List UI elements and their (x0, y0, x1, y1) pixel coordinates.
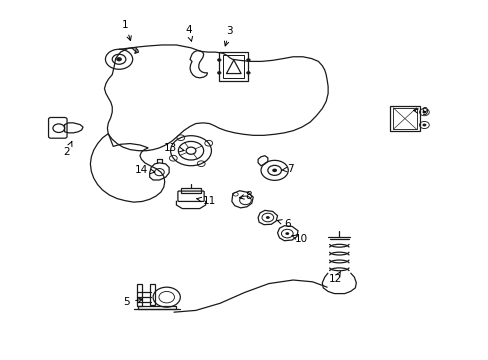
Text: 4: 4 (185, 25, 192, 41)
Bar (389, 106, 419, 131)
Text: 10: 10 (291, 234, 308, 244)
Bar (219, 52, 248, 81)
Bar (136, 284, 142, 306)
Bar (181, 188, 201, 193)
Text: 12: 12 (328, 271, 342, 284)
Bar (223, 55, 244, 78)
Text: 7: 7 (281, 164, 293, 174)
Circle shape (422, 123, 426, 126)
Text: 1: 1 (122, 19, 131, 41)
Text: 13: 13 (163, 143, 184, 153)
Text: 3: 3 (224, 26, 233, 46)
Text: 2: 2 (63, 141, 72, 157)
Text: 6: 6 (277, 219, 290, 229)
Bar (392, 108, 416, 129)
Circle shape (217, 71, 221, 74)
Text: 9: 9 (413, 107, 427, 117)
Circle shape (246, 59, 250, 62)
Text: 14: 14 (135, 165, 155, 175)
Circle shape (265, 216, 269, 219)
Circle shape (285, 232, 288, 235)
Text: 5: 5 (123, 297, 142, 307)
Bar (150, 284, 155, 305)
Circle shape (422, 111, 426, 113)
Circle shape (246, 71, 250, 74)
Circle shape (272, 168, 277, 172)
Circle shape (116, 58, 121, 61)
Text: 8: 8 (239, 191, 251, 201)
Circle shape (217, 59, 221, 62)
Text: 11: 11 (197, 196, 216, 206)
